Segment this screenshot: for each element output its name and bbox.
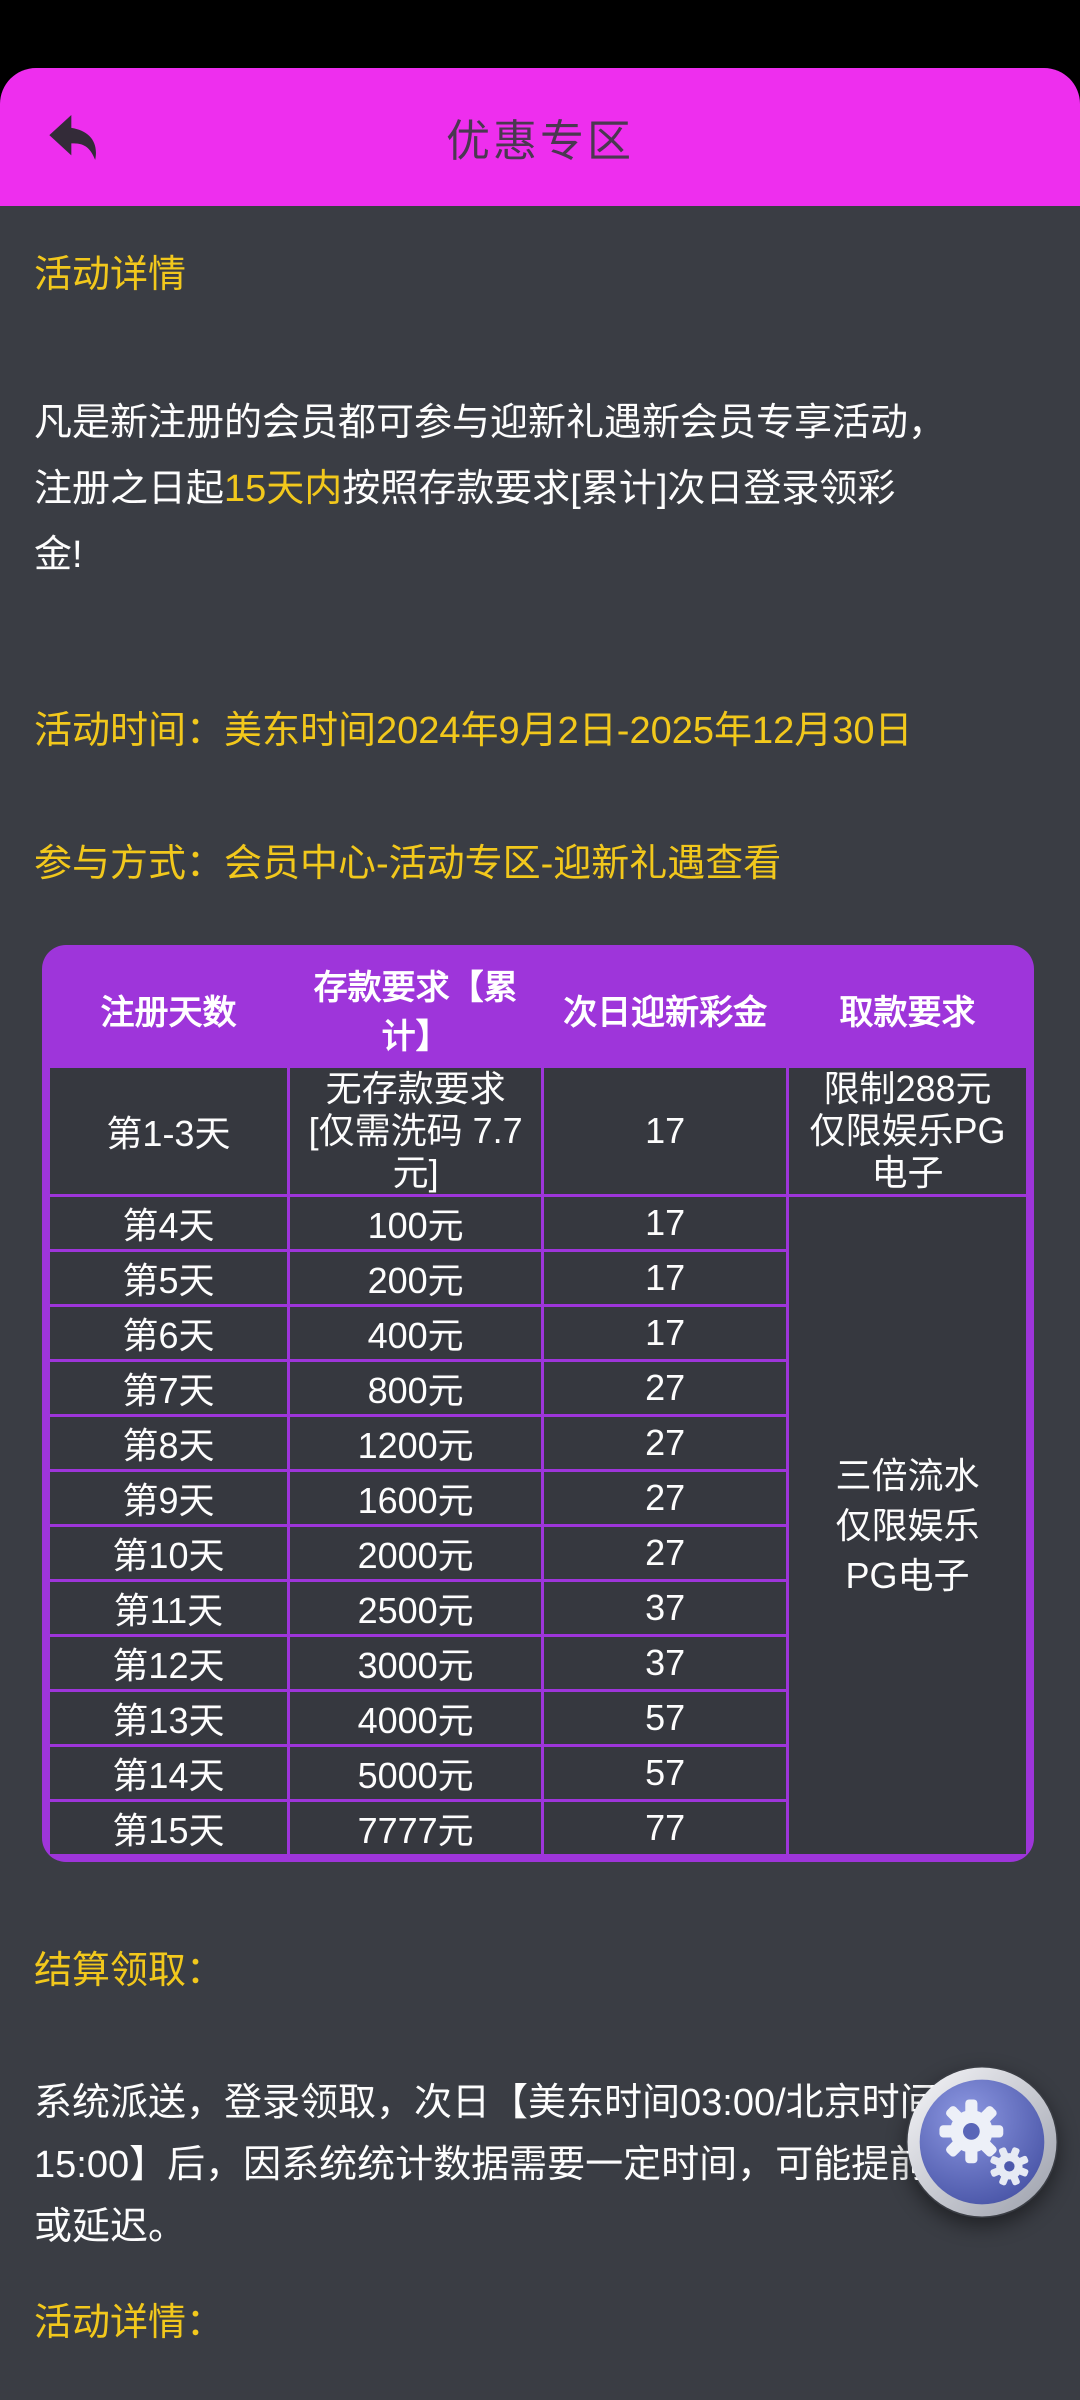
table-row: 第10天 2000元 27 <box>50 1527 1026 1580</box>
table-row: 第13天 4000元 57 <box>50 1692 1026 1745</box>
cell-day: 第1-3天 <box>50 1068 287 1195</box>
settings-fab-button[interactable] <box>906 2066 1058 2218</box>
table-header-row: 注册天数 存款要求【累计】 次日迎新彩金 取款要求 <box>50 953 1026 1066</box>
section-label-details: 活动详情 <box>34 254 187 296</box>
cell-day: 第15天 <box>50 1802 287 1855</box>
merged-line-1: 三倍流水 <box>835 1454 980 1496</box>
cell-day: 第13天 <box>50 1692 287 1745</box>
cell-day: 第4天 <box>50 1197 287 1250</box>
cell-deposit: 2500元 <box>289 1582 542 1635</box>
cell-bonus: 17 <box>544 1252 787 1305</box>
settle-line-1: 系统派送，登录领取，次日【美东时间03:00/北京时间 <box>34 2081 938 2124</box>
app-header: 优惠专区 <box>0 68 1080 206</box>
table-row: 第14天 5000元 57 <box>50 1747 1026 1800</box>
cell-bonus: 27 <box>544 1527 787 1580</box>
back-button[interactable] <box>40 104 110 174</box>
cell-deposit: 3000元 <box>289 1637 542 1690</box>
table-row: 第15天 7777元 77 <box>50 1802 1026 1855</box>
withdraw-line-2: 仅限娱乐PG电子 <box>809 1110 1006 1194</box>
cell-deposit: 4000元 <box>289 1692 542 1745</box>
table-row: 第8天 1200元 27 <box>50 1417 1026 1470</box>
cell-bonus: 27 <box>544 1362 787 1415</box>
table-row: 第1-3天 无存款要求 [仅需洗码 7.7元] 17 限制288元 仅限娱乐PG… <box>50 1068 1026 1195</box>
page-title: 优惠专区 <box>446 117 634 166</box>
table-row: 第11天 2500元 37 <box>50 1582 1026 1635</box>
table-row: 第12天 3000元 37 <box>50 1637 1026 1690</box>
col-header-bonus: 次日迎新彩金 <box>544 953 787 1066</box>
cell-deposit: 5000元 <box>289 1747 542 1800</box>
intro-paragraph: 凡是新注册的会员都可参与迎新礼遇新会员专享活动， 注册之日起15天内按照存款要求… <box>34 390 1046 588</box>
cell-day: 第7天 <box>50 1362 287 1415</box>
cell-bonus: 57 <box>544 1747 787 1800</box>
col-header-deposit: 存款要求【累计】 <box>289 953 542 1066</box>
merged-line-3: PG电子 <box>845 1554 970 1596</box>
table-row: 第7天 800元 27 <box>50 1362 1026 1415</box>
cell-deposit: 无存款要求 [仅需洗码 7.7元] <box>289 1068 542 1195</box>
intro-highlight-15days: 15天内 <box>224 467 343 510</box>
col-header-days: 注册天数 <box>50 953 287 1066</box>
promo-table: 注册天数 存款要求【累计】 次日迎新彩金 取款要求 第1-3天 无存款要求 [仅… <box>42 945 1034 1863</box>
cell-withdraw: 限制288元 仅限娱乐PG电子 <box>789 1068 1026 1195</box>
deposit-line-2: [仅需洗码 7.7元] <box>308 1110 523 1194</box>
settlement-paragraph: 系统派送，登录领取，次日【美东时间03:00/北京时间 15:00】后，因系统统… <box>34 2072 1046 2258</box>
cell-deposit: 400元 <box>289 1307 542 1360</box>
cell-withdraw-merged: 三倍流水 仅限娱乐 PG电子 <box>789 1197 1026 1855</box>
promo-content: 活动详情 凡是新注册的会员都可参与迎新礼遇新会员专享活动， 注册之日起15天内按… <box>0 206 1080 2400</box>
section-label-details-footer: 活动详情： <box>34 2301 225 2344</box>
intro-text-2: 注册之日起 <box>34 467 225 510</box>
cell-bonus: 17 <box>544 1307 787 1360</box>
cell-deposit: 2000元 <box>289 1527 542 1580</box>
intro-text-4: 金! <box>34 533 83 576</box>
promo-table-wrap: 注册天数 存款要求【累计】 次日迎新彩金 取款要求 第1-3天 无存款要求 [仅… <box>42 945 1038 1863</box>
deposit-line-1: 无存款要求 <box>325 1068 506 1110</box>
cell-day: 第12天 <box>50 1637 287 1690</box>
cell-deposit: 1600元 <box>289 1472 542 1525</box>
cell-day: 第14天 <box>50 1747 287 1800</box>
cell-deposit: 200元 <box>289 1252 542 1305</box>
settings-gear-icon <box>906 2066 1058 2218</box>
table-row: 第6天 400元 17 <box>50 1307 1026 1360</box>
cell-bonus: 57 <box>544 1692 787 1745</box>
intro-text-1: 凡是新注册的会员都可参与迎新礼遇新会员专享活动， <box>34 401 947 444</box>
table-row: 第5天 200元 17 <box>50 1252 1026 1305</box>
settle-line-2: 15:00】后，因系统统计数据需要一定时间，可能提前 <box>34 2143 928 2186</box>
col-header-withdraw: 取款要求 <box>789 953 1026 1066</box>
cell-bonus: 77 <box>544 1802 787 1855</box>
cell-bonus: 17 <box>544 1068 787 1195</box>
cell-deposit: 7777元 <box>289 1802 542 1855</box>
cell-deposit: 800元 <box>289 1362 542 1415</box>
cell-bonus: 27 <box>544 1417 787 1470</box>
cell-day: 第8天 <box>50 1417 287 1470</box>
cell-day: 第11天 <box>50 1582 287 1635</box>
table-row: 第9天 1600元 27 <box>50 1472 1026 1525</box>
section-label-settlement: 结算领取： <box>34 1950 225 1993</box>
cell-bonus: 27 <box>544 1472 787 1525</box>
intro-text-3: 按照存款要求[累计]次日登录领彩 <box>342 467 896 510</box>
cell-day: 第9天 <box>50 1472 287 1525</box>
table-row: 第4天 100元 17 三倍流水 仅限娱乐 PG电子 <box>50 1197 1026 1855</box>
cell-deposit: 1200元 <box>289 1417 542 1470</box>
activity-time-line: 活动时间：美东时间2024年9月2日-2025年12月30日 <box>34 709 913 752</box>
cell-day: 第10天 <box>50 1527 287 1580</box>
cell-day: 第6天 <box>50 1307 287 1360</box>
cell-deposit: 100元 <box>289 1197 542 1250</box>
participation-method-line: 参与方式：会员中心-活动专区-迎新礼遇查看 <box>34 843 782 886</box>
withdraw-line-1: 限制288元 <box>823 1068 992 1110</box>
cell-day: 第5天 <box>50 1252 287 1305</box>
settle-line-3: 或延迟。 <box>34 2205 187 2248</box>
cell-bonus: 37 <box>544 1637 787 1690</box>
status-bar <box>0 0 1080 68</box>
cell-bonus: 17 <box>544 1197 787 1250</box>
back-arrow-icon <box>42 104 108 175</box>
cell-bonus: 37 <box>544 1582 787 1635</box>
merged-line-2: 仅限娱乐 <box>835 1504 980 1546</box>
